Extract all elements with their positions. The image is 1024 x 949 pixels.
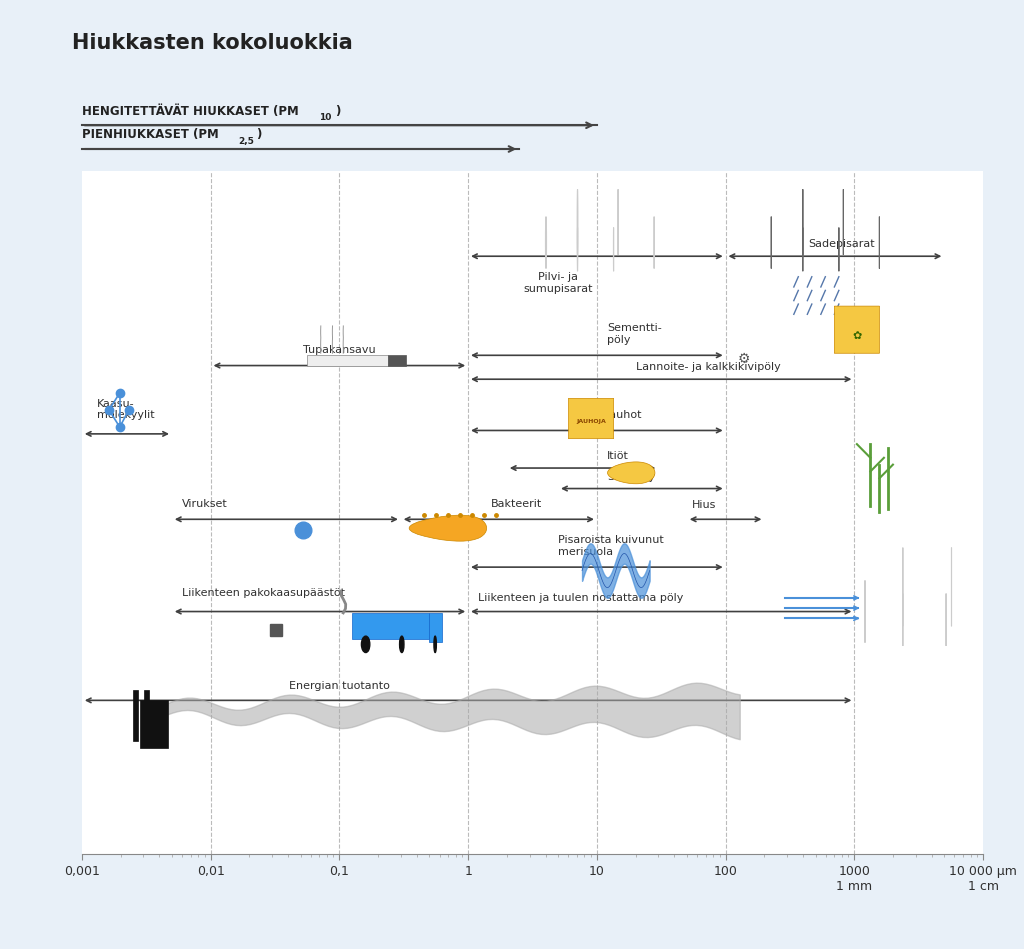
Circle shape	[434, 636, 436, 653]
Ellipse shape	[607, 462, 655, 484]
Bar	[140, 700, 168, 748]
Text: Hius: Hius	[692, 500, 717, 511]
Circle shape	[399, 636, 404, 653]
Text: JAUHOJA: JAUHOJA	[577, 419, 606, 424]
FancyBboxPatch shape	[568, 399, 613, 438]
Text: Sementti-
pöly: Sementti- pöly	[607, 324, 662, 345]
Text: PIENHIUKKASET (PM: PIENHIUKKASET (PM	[82, 128, 219, 141]
Bar	[388, 355, 407, 365]
Text: Siitepöly: Siitepöly	[607, 472, 655, 482]
Text: ⚙: ⚙	[738, 351, 751, 365]
Bar	[144, 690, 148, 735]
Text: Itiöt: Itiöt	[607, 451, 629, 461]
Text: Tupakansavu: Tupakansavu	[303, 345, 376, 355]
Text: ): )	[335, 104, 340, 118]
Text: Virukset: Virukset	[182, 499, 228, 509]
Text: Pilvi- ja
sumupisarat: Pilvi- ja sumupisarat	[523, 272, 593, 294]
Text: 2,5: 2,5	[239, 138, 255, 146]
Text: Sadepisarat: Sadepisarat	[809, 239, 876, 250]
Text: Liikenteen pakokaasupäästöt: Liikenteen pakokaasupäästöt	[182, 587, 345, 598]
Text: Kaasu-
molekyylit: Kaasu- molekyylit	[96, 399, 155, 420]
Text: Hiukkasten kokoluokkia: Hiukkasten kokoluokkia	[72, 33, 352, 53]
Bar	[133, 690, 138, 741]
Text: ): )	[256, 128, 261, 141]
Text: Jauhot: Jauhot	[607, 410, 642, 420]
Bar	[352, 613, 429, 639]
Text: Pisaroista kuivunut
merisuola: Pisaroista kuivunut merisuola	[558, 535, 664, 557]
Text: HENGITETTÄVÄT HIUKKASET (PM: HENGITETTÄVÄT HIUKKASET (PM	[82, 104, 299, 118]
Circle shape	[546, 216, 547, 269]
Bar	[429, 613, 441, 642]
Bar	[307, 355, 388, 365]
Text: 10: 10	[319, 114, 332, 122]
Ellipse shape	[410, 515, 486, 541]
Text: Energian tuotanto: Energian tuotanto	[289, 681, 390, 692]
Text: Liikenteen ja tuulen nostattama pöly: Liikenteen ja tuulen nostattama pöly	[478, 593, 684, 603]
FancyBboxPatch shape	[835, 307, 880, 353]
Text: Bakteerit: Bakteerit	[490, 499, 542, 509]
Text: ✿: ✿	[852, 331, 861, 342]
Circle shape	[361, 636, 370, 653]
Text: Lannoite- ja kalkkikivipöly: Lannoite- ja kalkkikivipöly	[636, 363, 780, 372]
